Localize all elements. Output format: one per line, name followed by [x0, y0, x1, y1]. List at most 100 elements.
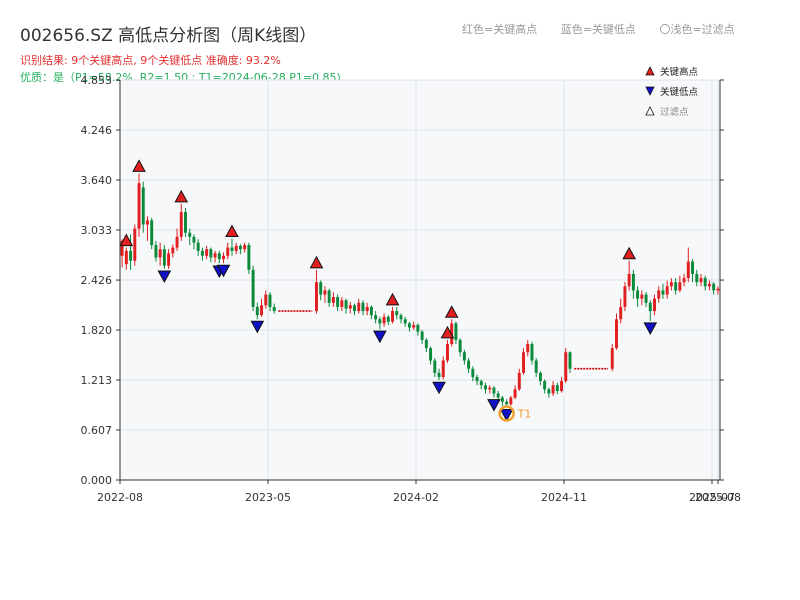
candle-body: [564, 352, 568, 382]
candle-body: [615, 319, 618, 349]
candle-body: [492, 387, 496, 394]
candle-body: [184, 212, 187, 233]
candle-body: [682, 278, 686, 283]
candle-body: [167, 253, 171, 266]
y-tick-label: 1.820: [81, 324, 113, 337]
candles: [120, 173, 720, 408]
candle-body: [196, 242, 200, 251]
candle-body: [678, 282, 682, 291]
candle-body: [648, 302, 652, 312]
candle-body: [361, 302, 365, 312]
candle-body: [513, 389, 517, 398]
candle-body: [640, 294, 644, 299]
key-low-marker: [432, 381, 446, 395]
candle-body: [141, 187, 145, 225]
color-legend: 红色=关键高点 蓝色=关键低点 〇浅色=过滤点: [462, 21, 735, 37]
candle-body: [429, 348, 433, 361]
candle-body: [703, 278, 707, 287]
candle-body: [171, 247, 175, 254]
candle-body: [437, 372, 441, 377]
candle-body: [369, 306, 373, 316]
key-low-marker: [373, 330, 387, 344]
candle-body: [145, 220, 149, 225]
key-high-marker: [132, 159, 146, 172]
candle-body: [133, 228, 137, 261]
candle-body: [222, 255, 225, 260]
candle-body: [686, 261, 690, 279]
key-low-marker: [487, 399, 501, 412]
candle-body: [230, 247, 234, 251]
key-high-marker: [309, 255, 324, 269]
x-tick-labels: 2022-08 2023-05 2024-02 2024-11 2025-072025-…: [97, 480, 741, 504]
candle-body: [661, 290, 665, 295]
key-high-marker: [174, 189, 189, 203]
candle-body: [412, 325, 416, 328]
candle-body: [420, 331, 424, 340]
y-tick-label: 4.853: [81, 74, 113, 87]
candle-body: [386, 316, 390, 322]
candle-body: [340, 300, 344, 307]
suspension-gap-lines: [278, 310, 609, 370]
candle-body: [691, 261, 695, 274]
recognition-result-text: 识别结果: 9个关键高点, 9个关键低点 准确度: 93.2%: [20, 54, 281, 67]
key-low-marker: [643, 322, 658, 335]
candle-body: [619, 306, 623, 320]
candle-body: [382, 316, 386, 324]
candle-body: [407, 323, 411, 328]
candle-body: [669, 282, 673, 287]
legend-high-icon: [645, 66, 655, 76]
candle-body: [538, 372, 542, 382]
candle-body: [129, 250, 133, 261]
key-low-marker: [216, 264, 231, 278]
key-low-marker: [157, 270, 172, 284]
y-tick-label: 3.033: [81, 224, 113, 237]
candle-body: [319, 282, 323, 295]
candle-body: [488, 387, 492, 390]
x-tick-label: 2025-08: [695, 491, 741, 504]
candle-body: [665, 286, 669, 295]
y-tick-label: 2.426: [81, 274, 113, 287]
candle-body: [627, 273, 631, 287]
candle-body: [471, 368, 475, 377]
key-high-marker: [385, 292, 400, 306]
legend-blue-text: 蓝色=关键低点: [560, 23, 636, 36]
legend-filtered-icon: [645, 106, 655, 116]
candle-body: [331, 297, 335, 303]
y-tick-label: 4.246: [81, 124, 113, 137]
candle-body: [357, 302, 361, 312]
key-point-markers: [119, 159, 658, 422]
candle-body: [315, 282, 318, 312]
candle-body: [445, 344, 449, 361]
candle-body: [344, 300, 348, 309]
candle-body: [378, 319, 382, 324]
candle-body: [475, 376, 479, 382]
candle-body: [653, 298, 656, 312]
chart-title: 002656.SZ 高低点分析图（周K线图）: [20, 26, 317, 46]
candle-body: [247, 245, 251, 270]
candle-body: [517, 372, 521, 390]
candle-body: [568, 352, 572, 369]
candle-body: [353, 305, 356, 312]
candle-body: [509, 397, 513, 405]
y-tick-label: 3.640: [81, 174, 113, 187]
key-high-marker: [444, 305, 459, 318]
candle-body: [403, 319, 407, 324]
candle-body: [243, 245, 247, 250]
y-tick-label: 0.000: [81, 474, 113, 487]
candle-body: [217, 253, 221, 260]
candle-body: [255, 306, 259, 316]
legend-low-icon: [645, 86, 655, 96]
candle-body: [551, 385, 555, 394]
candle-body: [209, 249, 213, 258]
candle-body: [716, 288, 720, 291]
t1-annotation: T1: [517, 407, 532, 420]
candle-body: [137, 183, 141, 229]
candle-body: [657, 290, 661, 299]
candle-body: [543, 381, 547, 390]
candle-body: [500, 397, 504, 402]
key-high-marker: [622, 246, 636, 260]
key-high-marker: [119, 233, 134, 247]
candle-body: [213, 253, 217, 258]
candle-body: [462, 352, 466, 361]
candle-body: [264, 294, 268, 306]
